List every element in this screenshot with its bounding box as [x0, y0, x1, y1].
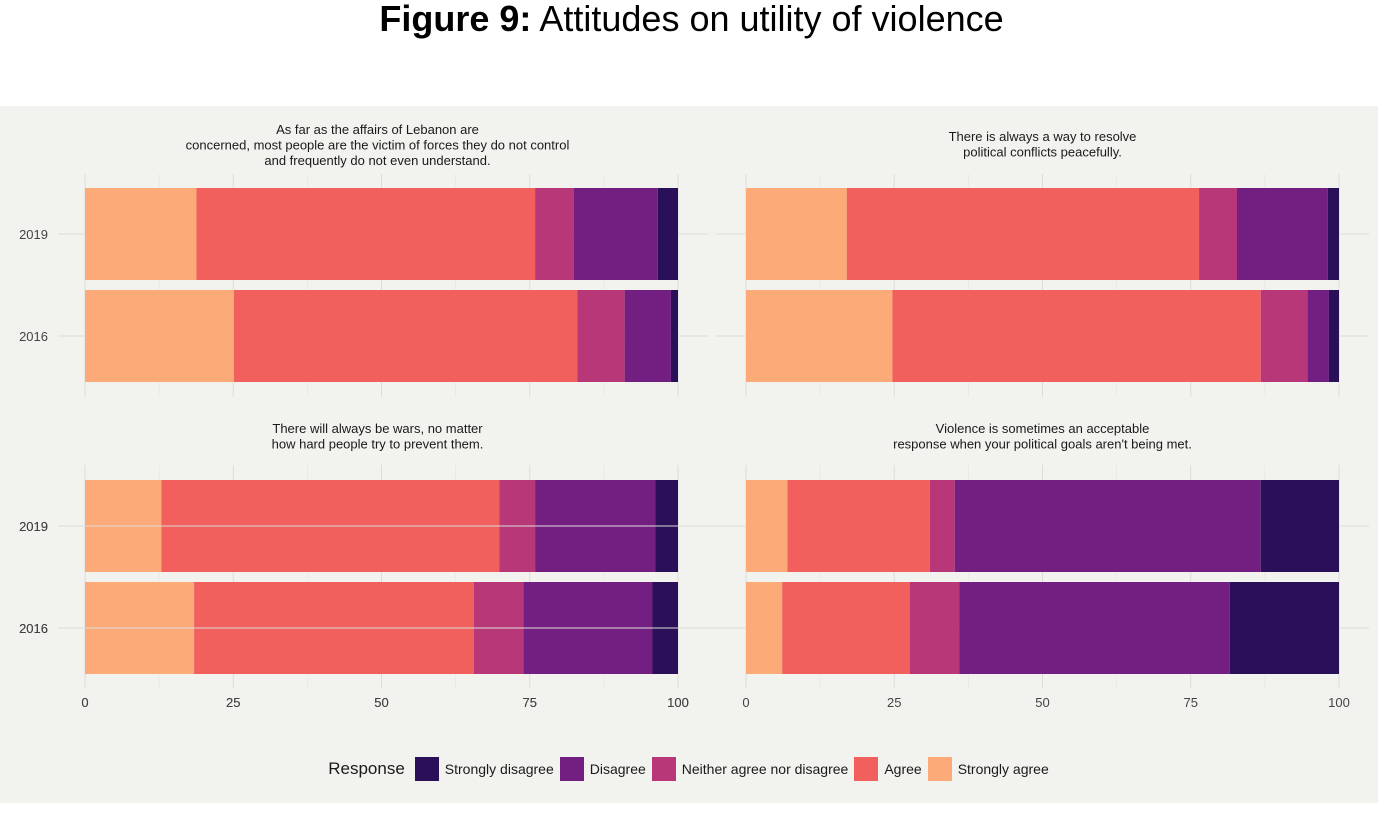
- y-tick-label: 2019: [19, 519, 48, 534]
- figure-title: Figure 9: Attitudes on utility of violen…: [0, 0, 1383, 38]
- x-tick-label: 0: [81, 695, 88, 710]
- x-tick-label: 100: [1328, 695, 1350, 710]
- legend-swatch: [559, 757, 584, 781]
- x-tick-label: 50: [1035, 695, 1049, 710]
- legend-swatch: [414, 757, 439, 781]
- figure-label: Figure 9:: [379, 0, 532, 39]
- panel-title-line: There will always be wars, no matter: [272, 421, 483, 436]
- bar-segment: [1260, 480, 1339, 572]
- legend-swatch: [651, 757, 676, 781]
- bar-segment: [1229, 582, 1339, 674]
- x-tick-label: 50: [374, 695, 388, 710]
- x-tick-label: 75: [523, 695, 537, 710]
- legend-label: Strongly agree: [957, 761, 1049, 777]
- legend-item-neither: Neither agree nor disagree: [651, 757, 849, 781]
- x-tick-label: 0: [81, 695, 88, 710]
- bar-segment: [1328, 290, 1339, 382]
- legend-item-disagree: Disagree: [559, 757, 646, 781]
- y-tick-label: 2016: [19, 621, 48, 636]
- legend-item-agree: Agree: [854, 757, 922, 781]
- bar-segment: [787, 480, 930, 572]
- legend-swatch: [927, 757, 952, 781]
- bar-segment: [746, 290, 893, 382]
- legend: Response Strongly disagree Disagree Neit…: [0, 757, 1383, 781]
- bar-segment: [909, 582, 960, 674]
- bar-segment: [746, 188, 847, 280]
- bar-segment: [892, 290, 1261, 382]
- bar-segment: [577, 290, 625, 382]
- bar-segment: [85, 188, 197, 280]
- legend-title: Response: [328, 759, 405, 778]
- x-tick-label: 25: [226, 695, 240, 710]
- x-tick-label: 25: [226, 695, 240, 710]
- bar-segment: [929, 480, 955, 572]
- panel-title-line: political conflicts peacefully.: [963, 145, 1122, 160]
- x-tick-label: 50: [374, 695, 388, 710]
- bar-segment: [573, 188, 658, 280]
- bar-segment: [1237, 188, 1328, 280]
- y-tick-label: 2019: [19, 227, 48, 242]
- legend-label: Disagree: [589, 761, 646, 777]
- panel-title-line: There is always a way to resolve: [949, 129, 1137, 144]
- legend-label: Agree: [884, 761, 922, 777]
- x-tick-label: 0: [742, 695, 749, 710]
- panel-title-line: and frequently do not even understand.: [264, 153, 490, 168]
- legend-item-strongly-disagree: Strongly disagree: [414, 757, 554, 781]
- y-tick-label: 2016: [19, 621, 48, 636]
- bar-segment: [746, 582, 783, 674]
- bar-segment: [624, 290, 671, 382]
- bar-segment: [959, 582, 1230, 674]
- panel-title: As far as the affairs of Lebanon are conc…: [186, 122, 570, 168]
- bar-segment: [233, 290, 578, 382]
- panel-title-line: Violence is sometimes an acceptable: [936, 421, 1150, 436]
- panel-title: There is always a way to resolve politica…: [949, 129, 1137, 160]
- bar-segment: [196, 188, 536, 280]
- x-tick-label: 75: [1184, 695, 1198, 710]
- bar-segment: [1260, 290, 1308, 382]
- bar-segment: [657, 188, 678, 280]
- bar-segment: [670, 290, 678, 382]
- x-tick-label: 25: [887, 695, 901, 710]
- panel-title-line: response when your political goals aren'…: [893, 437, 1192, 452]
- x-tick-label: 75: [523, 695, 537, 710]
- panel-title: Violence is sometimes an acceptable respo…: [893, 421, 1192, 452]
- bar-segment: [1327, 188, 1339, 280]
- x-tick-label: 100: [667, 695, 689, 710]
- bar-segment: [746, 480, 788, 572]
- bar-segment: [1307, 290, 1329, 382]
- panel-title-line: concerned, most people are the victim of…: [186, 138, 570, 153]
- figure-title-text: Attitudes on utility of violence: [539, 0, 1004, 39]
- panel-title: There will always be wars, no matter how …: [272, 421, 484, 452]
- legend-swatch: [854, 757, 879, 781]
- bar-segment: [85, 290, 234, 382]
- y-tick-label: 2016: [19, 329, 48, 344]
- bar-segment: [1199, 188, 1238, 280]
- legend-label: Neither agree nor disagree: [681, 761, 849, 777]
- panel-title-line: As far as the affairs of Lebanon are: [276, 122, 479, 137]
- bar-segment: [535, 188, 574, 280]
- panel-title-line: how hard people try to prevent them.: [272, 437, 484, 452]
- legend-item-strongly-agree: Strongly agree: [927, 757, 1049, 781]
- y-tick-label: 2019: [19, 519, 48, 534]
- bar-segment: [954, 480, 1261, 572]
- x-tick-label: 100: [667, 695, 689, 710]
- bar-segment: [782, 582, 910, 674]
- bar-segment: [846, 188, 1200, 280]
- legend-label: Strongly disagree: [444, 761, 554, 777]
